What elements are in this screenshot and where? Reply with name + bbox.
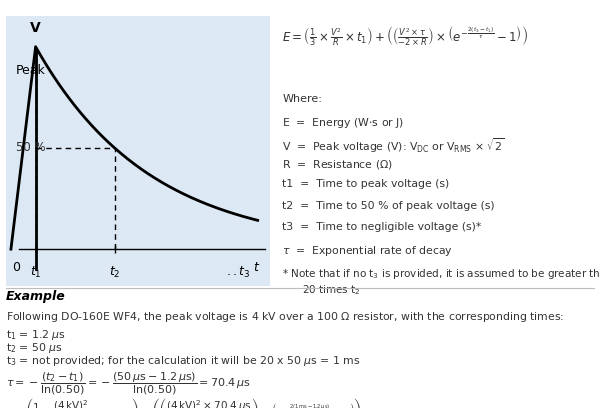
- Text: 50 %: 50 %: [16, 142, 46, 154]
- Text: $t_1$: $t_1$: [30, 265, 41, 280]
- Text: $\tau$  =  Exponential rate of decay: $\tau$ = Exponential rate of decay: [283, 244, 454, 258]
- Text: $\tau = -\dfrac{(t_2 - t_1)}{\ln(0.50)} = -\dfrac{(50\,\mu\mathrm{s} - 1.2\,\mu\: $\tau = -\dfrac{(t_2 - t_1)}{\ln(0.50)} …: [6, 370, 251, 397]
- Text: Where:: Where:: [283, 94, 322, 104]
- Text: t2  =  Time to 50 % of peak voltage (s): t2 = Time to 50 % of peak voltage (s): [283, 201, 495, 211]
- Text: t3  =  Time to negligible voltage (s)*: t3 = Time to negligible voltage (s)*: [283, 222, 482, 232]
- Text: V  =  Peak voltage (V): V$_{\mathrm{DC}}$ or V$_{\mathrm{RMS}}$ $\times$ $\sqrt{: V = Peak voltage (V): V$_{\mathrm{DC}}$ …: [283, 136, 505, 155]
- Text: V: V: [30, 20, 41, 35]
- Text: * Note that if no t$_3$ is provided, it is assumed to be greater than: * Note that if no t$_3$ is provided, it …: [283, 267, 600, 281]
- Text: t$_3$ = not provided; for the calculation it will be 20 x 50 $\mu$s = 1 ms: t$_3$ = not provided; for the calculatio…: [6, 354, 361, 368]
- Text: t$_1$ = 1.2 $\mu$s: t$_1$ = 1.2 $\mu$s: [6, 328, 66, 341]
- Text: Following DO-160E WF4, the peak voltage is 4 kV over a 100 $\Omega$ resistor, wi: Following DO-160E WF4, the peak voltage …: [6, 310, 565, 324]
- Text: R  =  Resistance ($\Omega$): R = Resistance ($\Omega$): [283, 158, 394, 171]
- Text: 0: 0: [12, 261, 20, 274]
- Text: 20 times t$_2$: 20 times t$_2$: [302, 283, 361, 297]
- Text: t: t: [253, 261, 257, 274]
- Text: $E = \left(\frac{1}{3} \times \frac{V^2}{R} \times t_1\right) + \left(\left(\fra: $E = \left(\frac{1}{3} \times \frac{V^2}…: [283, 24, 529, 48]
- Text: $E = \left(\dfrac{1}{3} \times \dfrac{(4\,\mathrm{kV})^2}{100\,\Omega} \times 1.: $E = \left(\dfrac{1}{3} \times \dfrac{(4…: [6, 396, 441, 408]
- Text: t1  =  Time to peak voltage (s): t1 = Time to peak voltage (s): [283, 179, 450, 189]
- Text: Example: Example: [6, 290, 66, 303]
- Text: $..t_3$: $..t_3$: [226, 265, 250, 280]
- Text: $t_2$: $t_2$: [109, 265, 121, 280]
- Text: Peak: Peak: [16, 64, 46, 78]
- Text: E  =  Energy (W$\cdot$s or J): E = Energy (W$\cdot$s or J): [283, 116, 404, 130]
- Text: t$_2$ = 50 $\mu$s: t$_2$ = 50 $\mu$s: [6, 341, 63, 355]
